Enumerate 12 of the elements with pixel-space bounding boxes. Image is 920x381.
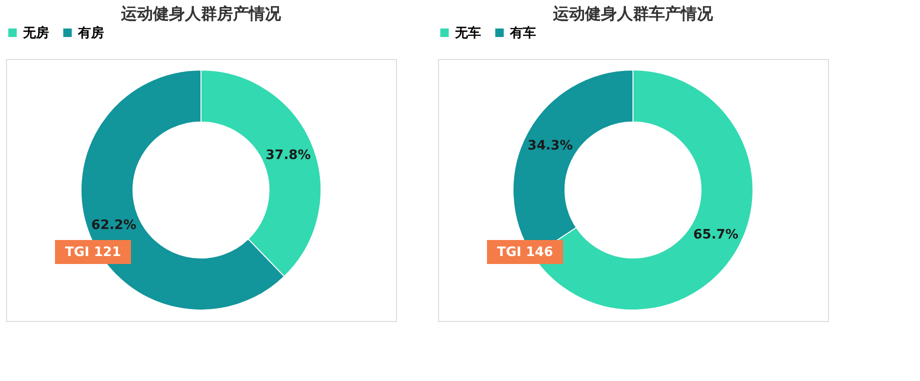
legend-label: 无车 bbox=[454, 24, 481, 41]
data-label: 65.7% bbox=[693, 228, 738, 243]
chart-title: 运动健身人群房产情况 bbox=[120, 4, 282, 23]
data-label: 62.2% bbox=[91, 218, 136, 234]
data-label: 34.3% bbox=[528, 138, 573, 154]
legend-label: 有车 bbox=[509, 24, 536, 41]
legend-label: 无房 bbox=[22, 24, 49, 41]
data-label: 37.8% bbox=[266, 148, 311, 163]
text: TGI 146 bbox=[496, 245, 554, 260]
legend-label: 有房 bbox=[77, 24, 104, 41]
chart-title: 运动健身人群车产情况 bbox=[552, 4, 714, 23]
text: TGI 121 bbox=[64, 245, 122, 260]
